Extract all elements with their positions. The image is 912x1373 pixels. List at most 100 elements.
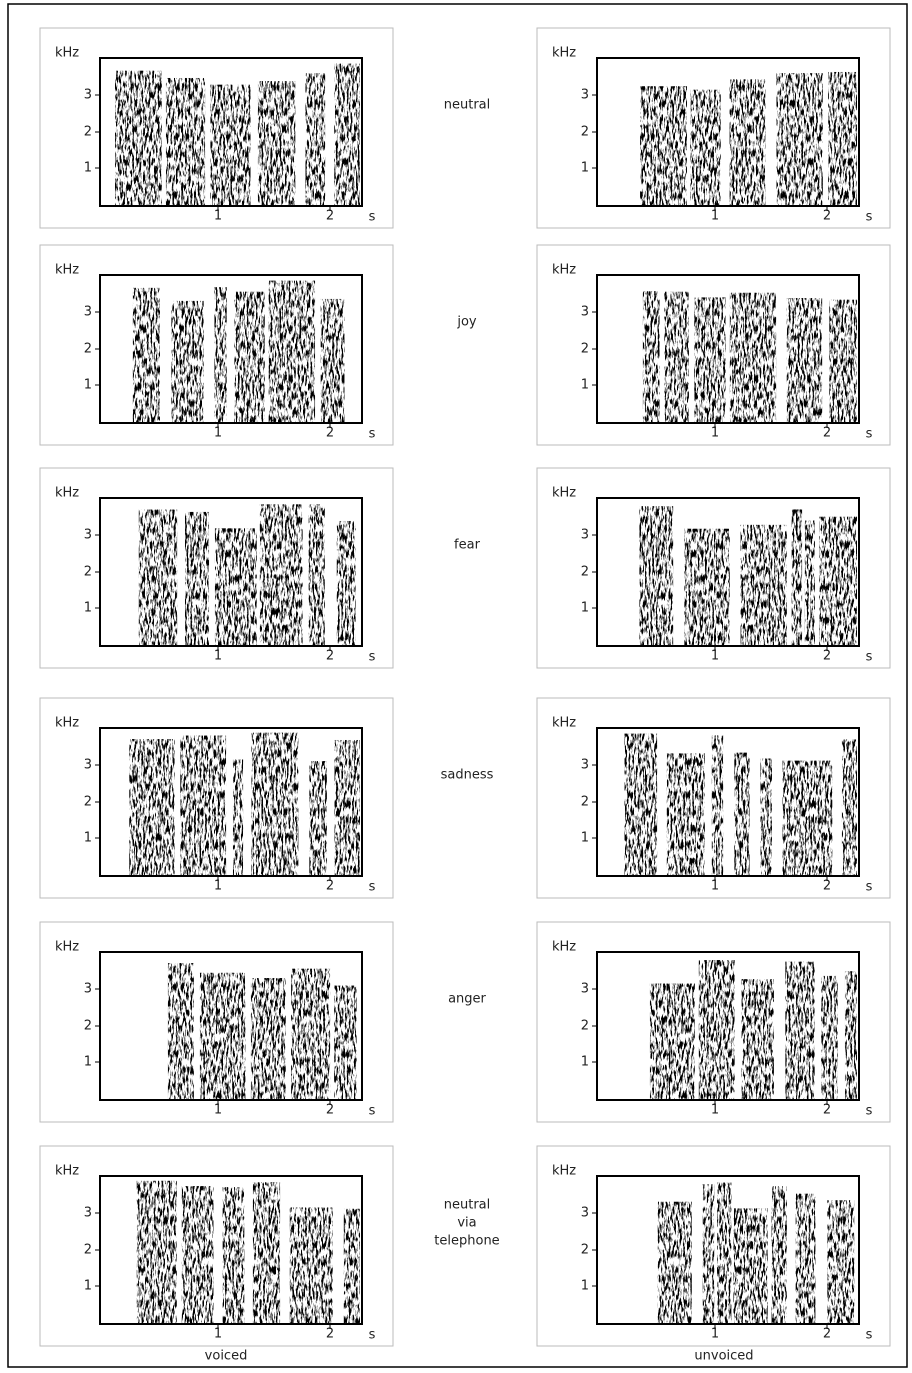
x-tick-label: 1 (214, 879, 222, 894)
y-tick-label: 1 (84, 1055, 92, 1070)
spectrogram-band (786, 298, 823, 423)
spectrogram-panel: kHz 1 2 3 1 2 s (39, 697, 394, 899)
x-unit: s (866, 650, 873, 665)
spectrogram-panel: kHz 1 2 3 1 2 s (39, 467, 394, 669)
y-tick-label: 3 (581, 305, 589, 320)
spectrogram-band (165, 77, 206, 206)
x-unit: s (369, 210, 376, 225)
spectrogram-band (234, 291, 265, 423)
spectrogram-band (782, 760, 833, 876)
spectrogram-band (252, 1182, 281, 1324)
y-tick-label: 3 (84, 758, 92, 773)
spectrogram-band (711, 735, 724, 876)
spectrogram-band (694, 297, 726, 423)
spectrogram-band (251, 732, 299, 876)
spectrogram-band (666, 753, 705, 876)
row-label: telephone (434, 1234, 499, 1249)
y-tick-label: 2 (581, 795, 589, 810)
spectrogram-band (791, 509, 803, 646)
y-unit: kHz (552, 940, 576, 955)
y-unit: kHz (55, 940, 79, 955)
spectrogram-band (136, 1180, 177, 1324)
panel-frame (39, 27, 394, 229)
row-label: sadness (441, 768, 494, 783)
spectrogram-panel: kHz 1 2 3 1 2 s (536, 921, 891, 1123)
x-tick-label: 1 (214, 209, 222, 224)
spectrogram-band (138, 509, 178, 646)
panel-frame (536, 27, 891, 229)
spectrogram-band (309, 761, 327, 876)
x-tick-label: 2 (326, 879, 334, 894)
y-tick-label: 2 (84, 565, 92, 580)
x-unit: s (369, 880, 376, 895)
y-tick-label: 2 (581, 565, 589, 580)
x-unit: s (369, 427, 376, 442)
panel-frame (39, 244, 394, 446)
spectrogram-band (320, 298, 345, 423)
x-tick-label: 1 (214, 1103, 222, 1118)
row-label: neutral (444, 98, 491, 113)
y-unit: kHz (55, 486, 79, 501)
y-tick-label: 1 (581, 831, 589, 846)
y-tick-label: 3 (84, 982, 92, 997)
spectrogram-band (821, 975, 838, 1100)
y-unit: kHz (55, 263, 79, 278)
spectrogram-band (185, 511, 210, 646)
spectrogram-band (268, 280, 316, 423)
spectrogram-band (181, 1186, 214, 1324)
spectrogram-band (334, 63, 360, 206)
y-unit: kHz (55, 1164, 79, 1179)
spectrogram-panel: kHz 1 2 3 1 2 s (536, 467, 891, 669)
panel-frame (536, 467, 891, 669)
spectrogram-band (785, 961, 815, 1100)
y-tick-label: 2 (581, 342, 589, 357)
row-label: joy (456, 315, 477, 330)
spectrogram-band (829, 299, 857, 423)
y-tick-label: 1 (84, 1279, 92, 1294)
spectrogram-band (343, 1208, 360, 1324)
y-tick-label: 1 (84, 378, 92, 393)
spectrogram-band (334, 985, 357, 1100)
spectrogram-band (214, 287, 227, 423)
panel-frame (39, 467, 394, 669)
spectrogram-band (776, 73, 823, 206)
spectrogram-panel: kHz 1 2 3 1 2 s (39, 27, 394, 229)
y-unit: kHz (552, 263, 576, 278)
x-tick-label: 1 (711, 649, 719, 664)
x-unit: s (866, 880, 873, 895)
spectrogram-band (232, 759, 244, 876)
spectrogram-band (640, 86, 687, 206)
spectrogram-band (308, 504, 325, 646)
x-tick-label: 2 (823, 649, 831, 664)
y-tick-label: 2 (84, 795, 92, 810)
spectrogram-band (222, 1187, 245, 1324)
spectrogram-band (729, 292, 777, 423)
x-unit: s (369, 650, 376, 665)
spectrogram-band (717, 1182, 732, 1324)
x-tick-label: 1 (711, 426, 719, 441)
x-tick-label: 1 (711, 209, 719, 224)
panel-frame (536, 244, 891, 446)
spectrogram-band (180, 735, 227, 876)
spectrogram-band (115, 70, 162, 206)
y-tick-label: 2 (84, 342, 92, 357)
spectrogram-band (664, 291, 689, 423)
spectrogram-panel: kHz 1 2 3 1 2 s (39, 921, 394, 1123)
y-tick-label: 3 (581, 1206, 589, 1221)
spectrogram-band (733, 1208, 768, 1324)
row-label: anger (448, 992, 486, 1007)
y-tick-label: 1 (581, 378, 589, 393)
y-tick-label: 1 (581, 1279, 589, 1294)
spectrogram-band (657, 1201, 692, 1324)
spectrogram-band (210, 84, 251, 206)
spectrogram-panel: kHz 1 2 3 1 2 s (536, 697, 891, 899)
spectrogram-band (844, 971, 857, 1100)
spectrogram-band (199, 972, 246, 1100)
spectrogram-panel: kHz 1 2 3 1 2 s (39, 244, 394, 446)
spectrogram-band (795, 1193, 816, 1324)
x-tick-label: 2 (823, 879, 831, 894)
spectrogram-band (740, 524, 787, 646)
x-unit: s (369, 1104, 376, 1119)
y-tick-label: 2 (581, 125, 589, 140)
y-tick-label: 1 (581, 161, 589, 176)
